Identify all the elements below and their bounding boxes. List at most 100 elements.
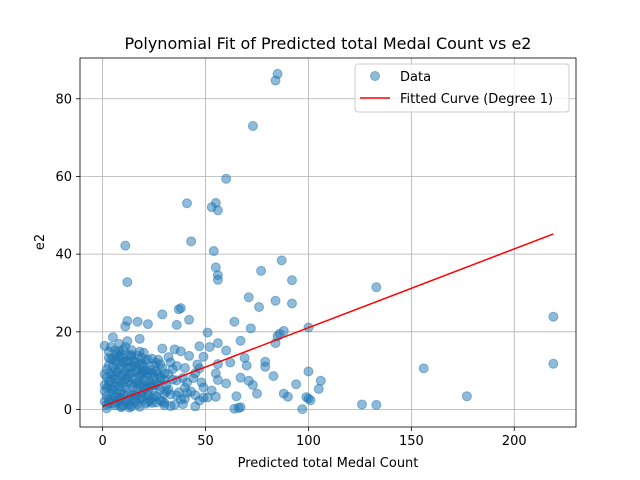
data-point — [130, 360, 141, 371]
data-point — [221, 173, 232, 184]
data-point — [286, 298, 297, 309]
data-point — [229, 403, 240, 414]
data-point — [120, 240, 131, 251]
data-point — [208, 246, 219, 257]
data-point — [165, 357, 176, 368]
data-point — [184, 350, 195, 361]
data-point — [371, 399, 382, 410]
data-point — [169, 399, 180, 410]
data-point — [252, 388, 262, 399]
y-tick-label: 0 — [64, 403, 72, 418]
data-point — [194, 341, 205, 352]
data-point — [371, 282, 382, 293]
data-point — [122, 277, 133, 288]
legend-box — [354, 63, 570, 113]
data-point — [313, 383, 324, 394]
data-point — [297, 404, 308, 415]
data-point — [268, 371, 279, 382]
data-point — [210, 391, 221, 402]
chart-title: Polynomial Fit of Predicted total Medal … — [125, 34, 532, 53]
data-point — [155, 372, 166, 383]
data-point — [315, 375, 326, 386]
data-point — [182, 198, 193, 209]
y-tick-label: 20 — [55, 325, 72, 340]
data-point — [461, 391, 472, 402]
data-point — [303, 366, 314, 377]
data-point — [241, 360, 252, 371]
data-point — [270, 295, 281, 306]
data-point — [171, 390, 182, 401]
x-axis-label: Predicted total Medal Count — [238, 456, 419, 471]
data-point — [134, 333, 145, 344]
data-point — [247, 120, 258, 131]
data-point — [305, 395, 316, 406]
data-point — [103, 352, 114, 363]
data-point — [192, 359, 203, 370]
legend-data-marker — [370, 71, 380, 81]
legend-fit-label: Fitted Curve (Degree 1) — [400, 92, 553, 107]
data-point — [198, 351, 209, 362]
data-point — [157, 343, 168, 354]
data-point — [122, 336, 133, 347]
axis-ticks: 0 50 100 150 200 0 20 40 60 80 — [55, 92, 526, 449]
data-point — [235, 335, 246, 346]
data-point — [107, 332, 118, 343]
data-point — [254, 301, 265, 312]
data-point — [142, 319, 153, 330]
data-point — [212, 375, 223, 385]
data-point — [247, 380, 258, 391]
data-point — [175, 346, 186, 357]
data-point — [122, 362, 133, 373]
data-point — [548, 358, 559, 369]
data-point — [221, 345, 232, 356]
legend: Data Fitted Curve (Degree 1) — [354, 63, 570, 113]
data-point — [126, 401, 137, 412]
data-point — [142, 367, 153, 378]
data-point — [138, 375, 149, 385]
data-point — [212, 274, 223, 285]
x-tick-label: 100 — [296, 434, 321, 449]
data-point — [163, 384, 174, 395]
legend-data-label: Data — [400, 70, 431, 85]
plot-frame — [79, 57, 577, 428]
data-point — [126, 349, 137, 360]
data-point — [212, 338, 223, 349]
y-tick-label: 60 — [55, 170, 72, 185]
data-point — [184, 314, 195, 325]
data-point — [260, 361, 271, 372]
data-point — [132, 316, 143, 327]
x-tick-label: 50 — [197, 434, 214, 449]
x-tick-label: 0 — [98, 434, 106, 449]
data-point — [229, 316, 240, 327]
fit-line — [102, 233, 554, 408]
data-point — [120, 321, 131, 332]
data-point — [147, 392, 158, 403]
data-point — [256, 265, 267, 276]
data-point — [243, 292, 254, 303]
data-point — [286, 275, 297, 286]
data-point — [204, 341, 215, 352]
data-point — [182, 377, 193, 388]
data-point — [270, 75, 281, 86]
data-point — [235, 372, 246, 383]
y-tick-label: 80 — [55, 92, 72, 107]
data-point — [134, 401, 145, 412]
data-point — [356, 399, 367, 410]
data-point — [212, 205, 223, 216]
data-point — [245, 323, 256, 334]
data-point — [157, 309, 168, 320]
data-point — [231, 391, 242, 402]
data-point — [171, 319, 182, 330]
data-point — [159, 397, 170, 408]
data-point — [186, 386, 197, 397]
fitted-curve — [102, 233, 554, 408]
data-point — [186, 236, 197, 247]
x-tick-label: 200 — [502, 434, 527, 449]
data-point — [202, 392, 213, 403]
data-point — [221, 378, 232, 389]
data-point — [276, 255, 287, 266]
data-point — [194, 395, 205, 406]
data-point — [418, 363, 429, 374]
data-point — [173, 304, 184, 315]
